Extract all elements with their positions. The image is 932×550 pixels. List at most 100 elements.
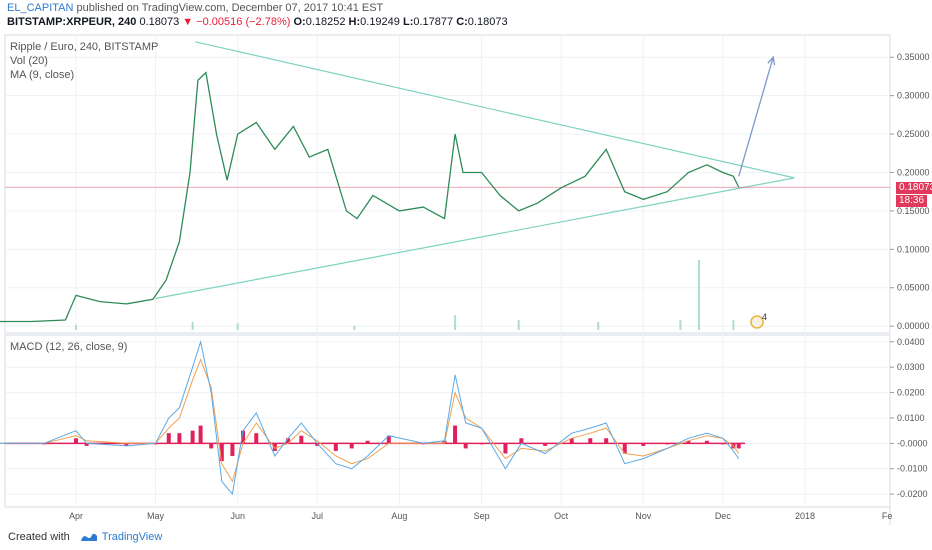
signal-line <box>0 358 740 483</box>
x-tick-label: Sep <box>474 511 490 521</box>
volume-bar <box>517 320 520 330</box>
volume-bar <box>697 260 700 330</box>
macd-histogram-bar <box>124 443 129 446</box>
low-label: L: <box>402 16 414 28</box>
macd-histogram-bar <box>166 433 171 444</box>
high-label: H: <box>348 16 361 28</box>
macd-tick-label: 0.0300 <box>897 362 925 372</box>
legend-vol[interactable]: Vol (20) <box>10 55 48 67</box>
created-with-text: Created with <box>8 531 70 543</box>
macd-histogram-bar <box>543 443 548 446</box>
macd-histogram-bar <box>665 443 670 445</box>
tradingview-brand-link[interactable]: TradingView <box>101 531 163 543</box>
macd-histogram-bar <box>153 443 158 445</box>
tradingview-logo-icon <box>80 533 97 541</box>
x-tick-label: Dec <box>715 511 732 521</box>
macd-tick-label: -0.0000 <box>897 438 928 448</box>
macd-histogram-bar <box>720 443 725 445</box>
event-badge-icon[interactable] <box>750 315 764 329</box>
upper-trendline <box>195 41 795 179</box>
volume-bar <box>732 320 735 330</box>
legend-ma[interactable]: MA (9, close) <box>10 69 75 81</box>
projection-arrow-head <box>767 55 776 66</box>
macd-tick-label: -0.0200 <box>897 489 928 499</box>
x-tick-label: Aug <box>391 511 407 521</box>
last-price-tag: 0.18073 <box>896 182 932 194</box>
macd-histogram-bar <box>349 443 354 449</box>
macd-histogram-bar <box>241 430 246 444</box>
x-tick-label: Jul <box>311 511 323 521</box>
macd-tick-label: -0.0100 <box>897 464 928 474</box>
price-line <box>0 71 740 323</box>
macd-histogram-bar <box>365 440 370 444</box>
macd-histogram-bar <box>230 443 235 457</box>
close-label: C: <box>456 16 468 28</box>
projection-arrow <box>738 57 774 177</box>
macd-histogram-bar <box>704 440 709 444</box>
macd-histogram-bar <box>479 443 484 445</box>
legend-title: Ripple / Euro, 240, BITSTAMP <box>10 41 159 53</box>
macd-histogram-bar <box>519 438 524 444</box>
macd-histogram-bar <box>42 443 47 445</box>
trendlines[interactable] <box>5 41 890 300</box>
price-change: ▼ −0.00516 (−2.78%) <box>182 16 291 28</box>
volume-bar <box>75 325 77 330</box>
macd-pane-frame <box>4 334 891 508</box>
macd-histogram-bar <box>190 430 195 444</box>
macd-histogram-bar <box>286 438 291 444</box>
x-tick-label: Jun <box>230 511 245 521</box>
volume-bar <box>191 321 194 330</box>
macd-histogram-bar <box>272 443 277 451</box>
macd-histogram-bar <box>463 443 468 449</box>
open-label: O: <box>293 16 306 28</box>
axes: Apr May Jun Jul Aug Sep Oct Nov Dec 2018 Fe 0.35000… <box>69 52 930 521</box>
x-tick-label: 2018 <box>795 511 815 521</box>
quote-line: BITSTAMP:XRPEUR, 240 0.18073 ▼ −0.00516 … <box>7 16 508 28</box>
macd-histogram-bar <box>315 443 320 446</box>
y-tick-label: 0.05000 <box>897 283 930 293</box>
macd-tick-label: 0.0200 <box>897 388 925 398</box>
macd-histogram-bar <box>503 443 508 454</box>
footer: Created with TradingView <box>8 531 162 543</box>
macd-series <box>0 339 745 496</box>
open-value: 0.18252 <box>305 16 346 28</box>
countdown-tag: 18:36 <box>896 195 928 207</box>
macd-histogram-bar <box>84 443 89 446</box>
y-tick-label: 0.00000 <box>897 321 930 331</box>
low-value: 0.17877 <box>413 16 454 28</box>
lower-trendline <box>155 177 795 300</box>
macd-histogram-bar <box>569 438 574 444</box>
author-link[interactable]: EL_CAPITAN <box>7 2 74 14</box>
macd-histogram-bar <box>177 433 182 444</box>
y-tick-label: 0.30000 <box>897 91 930 101</box>
high-value: 0.19249 <box>360 16 400 28</box>
grid-lines <box>5 35 890 507</box>
macd-histogram-bar <box>588 438 593 444</box>
macd-histogram-bar <box>686 440 691 444</box>
macd-histogram-bar <box>421 443 426 445</box>
macd-tick-label: 0.0100 <box>897 413 925 423</box>
y-tick-label: 0.25000 <box>897 129 930 139</box>
price-series <box>0 71 740 323</box>
macd-histogram-bar <box>299 435 304 444</box>
y-tick-label: 0.10000 <box>897 244 930 254</box>
y-tick-label: 0.20000 <box>897 167 930 177</box>
macd-histogram-bar <box>453 425 458 444</box>
macd-line <box>0 339 740 496</box>
macd-histogram-bar <box>386 435 391 444</box>
x-tick-label: Apr <box>69 511 83 521</box>
macd-histogram-bar <box>198 425 203 444</box>
macd-histogram-bar <box>74 438 78 444</box>
legend-macd[interactable]: MACD (12, 26, close, 9) <box>10 341 128 353</box>
x-tick-label: Fe <box>882 511 893 521</box>
chart-area[interactable]: Apr May Jun Jul Aug Sep Oct Nov Dec 2018 Fe 0.35000… <box>0 30 932 525</box>
y-tick-label: 0.35000 <box>897 52 930 62</box>
macd-tick-label: 0.0400 <box>897 337 925 347</box>
event-badge[interactable]: 4 <box>750 312 767 329</box>
macd-histogram-bar <box>254 433 259 444</box>
macd-histogram-bar <box>736 443 741 449</box>
x-tick-label: May <box>147 511 165 521</box>
volume-bar <box>353 325 356 330</box>
close-value: 0.18073 <box>467 16 508 28</box>
macd-histogram-bar <box>641 443 646 446</box>
